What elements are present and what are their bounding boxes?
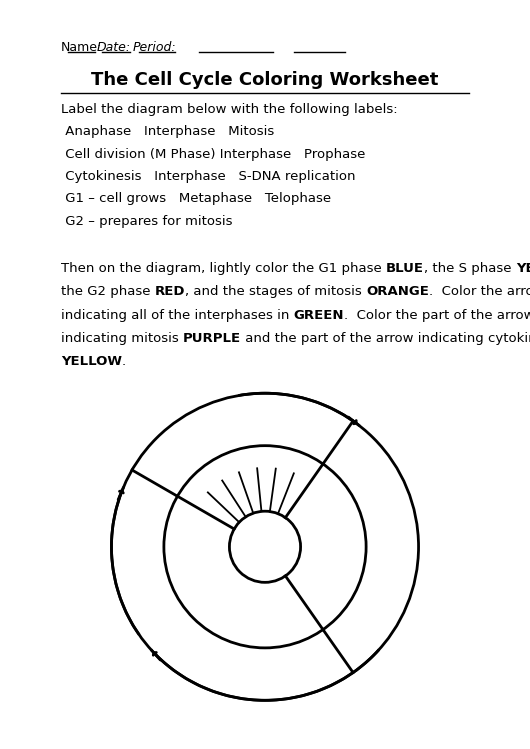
Text: GREEN: GREEN	[294, 309, 344, 321]
Text: Then on the diagram, lightly color the G1 phase: Then on the diagram, lightly color the G…	[61, 262, 386, 275]
Text: Label the diagram below with the following labels:: Label the diagram below with the followi…	[61, 103, 398, 115]
Text: YELLOW: YELLOW	[61, 355, 122, 368]
Text: indicating all of the interphases in: indicating all of the interphases in	[61, 309, 294, 321]
Text: , and the stages of mitosis: , and the stages of mitosis	[185, 285, 366, 298]
Text: Period:: Period:	[132, 41, 176, 54]
Text: , the S phase: , the S phase	[424, 262, 516, 275]
Text: .: .	[122, 355, 126, 368]
Text: PURPLE: PURPLE	[183, 332, 241, 345]
Text: G2 – prepares for mitosis: G2 – prepares for mitosis	[61, 215, 233, 228]
Text: the G2 phase: the G2 phase	[61, 285, 155, 298]
Text: Anaphase   Interphase   Mitosis: Anaphase Interphase Mitosis	[61, 125, 274, 138]
Text: ORANGE: ORANGE	[366, 285, 429, 298]
Text: G1 – cell grows   Metaphase   Telophase: G1 – cell grows Metaphase Telophase	[61, 192, 331, 205]
Text: Name:: Name:	[61, 41, 102, 54]
Text: .  Color the arrows: . Color the arrows	[429, 285, 530, 298]
Text: Cell division (M Phase) Interphase   Prophase: Cell division (M Phase) Interphase Proph…	[61, 148, 365, 160]
Text: The Cell Cycle Coloring Worksheet: The Cell Cycle Coloring Worksheet	[91, 71, 439, 89]
Text: .  Color the part of the arrow: . Color the part of the arrow	[344, 309, 530, 321]
Text: BLUE: BLUE	[386, 262, 424, 275]
Text: indicating mitosis: indicating mitosis	[61, 332, 183, 345]
Text: and the part of the arrow indicating cytokinesis: and the part of the arrow indicating cyt…	[241, 332, 530, 345]
Text: Cytokinesis   Interphase   S-DNA replication: Cytokinesis Interphase S-DNA replication	[61, 170, 356, 183]
Text: YELLOW: YELLOW	[516, 262, 530, 275]
Text: Date:: Date:	[97, 41, 131, 54]
Polygon shape	[111, 393, 419, 700]
Text: RED: RED	[155, 285, 185, 298]
